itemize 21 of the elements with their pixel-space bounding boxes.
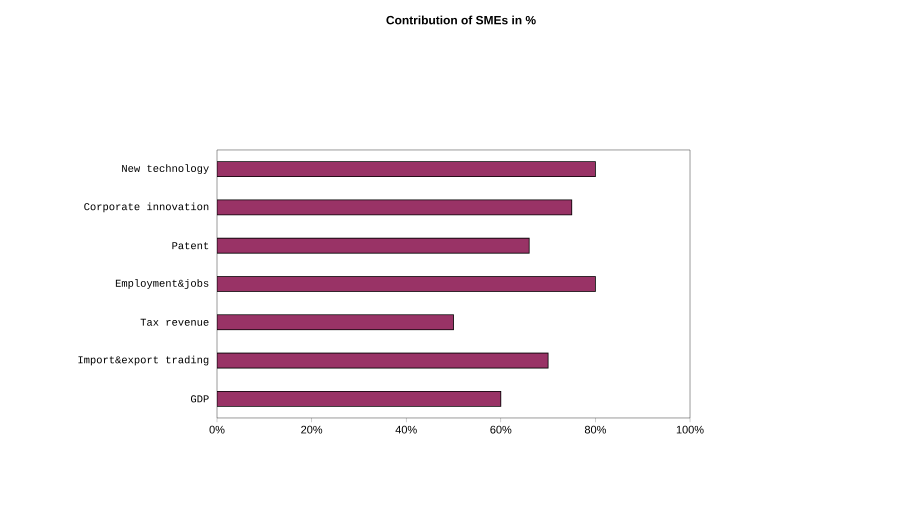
y-tick-label: GDP [190, 395, 209, 402]
y-tick-label: Patent [172, 242, 208, 250]
chart-title: Contribution of SMEs in % [386, 16, 536, 24]
x-tick-label: 60% [490, 426, 512, 434]
bar [217, 314, 454, 330]
y-tick-label: Employment&jobs [116, 279, 208, 289]
x-tick-label: 20% [301, 426, 322, 434]
x-tick-label: 80% [584, 426, 606, 434]
x-tick-label: 40% [395, 426, 417, 434]
bar [217, 390, 502, 407]
x-tick-label: 100% [676, 426, 704, 434]
bar [217, 276, 596, 292]
bar [217, 238, 530, 254]
y-tick-label: New technology [122, 164, 209, 174]
y-tick-label: Import&export trading [78, 356, 208, 366]
bar [217, 161, 596, 178]
x-tick-label: 0% [210, 426, 225, 434]
y-tick-label: Tax revenue [140, 318, 209, 326]
bar [217, 200, 572, 216]
y-tick-label: Corporate innovation [84, 202, 208, 212]
bar [217, 352, 549, 368]
